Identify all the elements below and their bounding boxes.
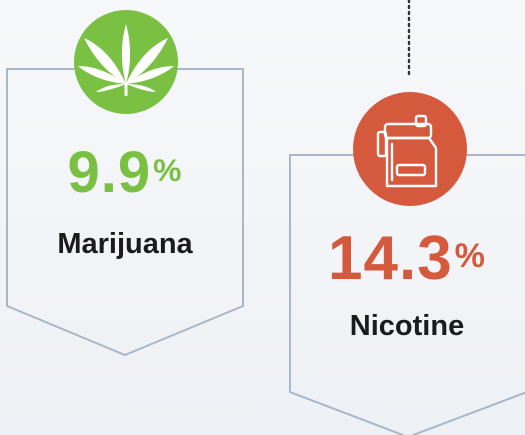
vape-device-icon — [353, 92, 467, 206]
nicotine-card-outline — [289, 154, 525, 435]
nicotine-percentage: 14.3% — [295, 228, 519, 290]
marijuana-value: 9.9 — [67, 140, 152, 205]
cannabis-leaf-icon — [74, 10, 178, 114]
marijuana-label: Marijuana — [57, 228, 193, 260]
nicotine-value: 14.3 — [328, 224, 453, 293]
marijuana-card-outline — [6, 68, 244, 357]
marijuana-unit: % — [153, 151, 183, 188]
marijuana-percentage: 9.9% — [25, 144, 225, 202]
nicotine-unit: % — [454, 237, 486, 276]
nicotine-label: Nicotine — [349, 310, 465, 342]
